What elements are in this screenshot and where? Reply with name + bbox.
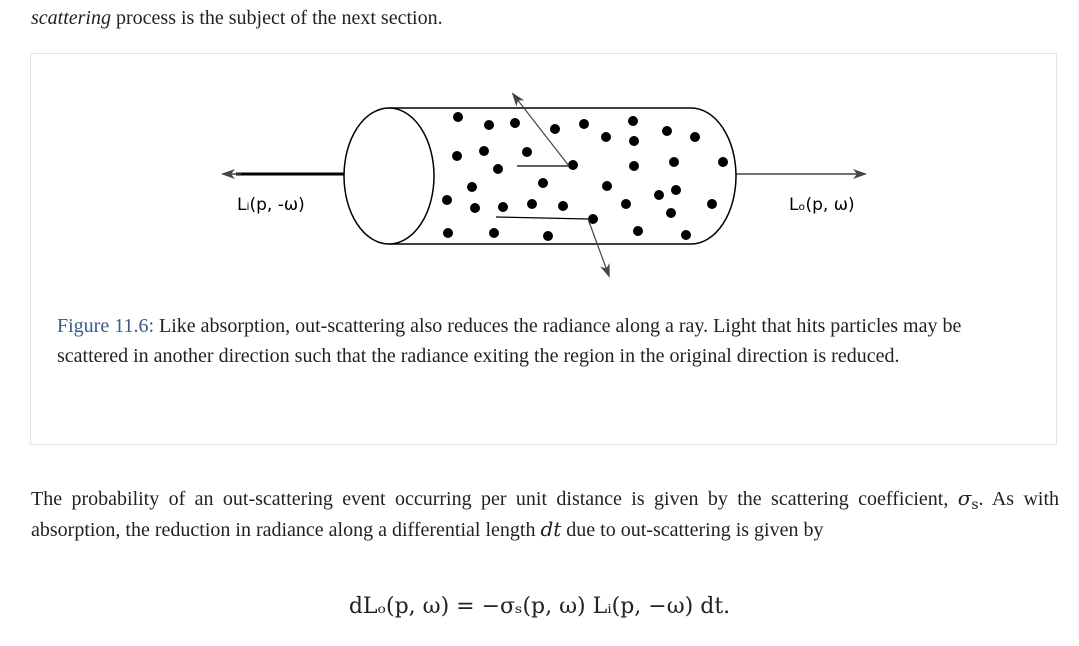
particle [550, 124, 560, 134]
sigma-symbol: σ [957, 486, 972, 510]
particle [527, 199, 537, 209]
particle [628, 116, 638, 126]
figure-reference-link[interactable]: Figure 11.6: [57, 315, 155, 337]
particle [484, 120, 494, 130]
particle [588, 214, 598, 224]
particle [681, 230, 691, 240]
particle [510, 118, 520, 128]
outgoing-radiance-label: Lₒ(p, ω) [789, 195, 855, 215]
particle [671, 185, 681, 195]
scattering-equation: dLₒ(p, ω) = −σₛ(p, ω) Lᵢ(p, −ω) dt. [348, 594, 731, 619]
particle [579, 119, 589, 129]
paragraph-part-1: The probability of an out-scattering eve… [31, 488, 958, 510]
particle [718, 157, 728, 167]
particle [538, 178, 548, 188]
particles [442, 112, 728, 241]
particle [479, 146, 489, 156]
particle [443, 228, 453, 238]
paragraph-part-2: . As with absorption, the reduction in r… [31, 488, 1059, 541]
particle [498, 202, 508, 212]
particle [558, 201, 568, 211]
particle [629, 161, 639, 171]
particle [601, 132, 611, 142]
particle [470, 203, 480, 213]
intro-rest: process is the subject of the next secti… [111, 7, 443, 29]
particle [633, 226, 643, 236]
particle [489, 228, 499, 238]
caption-text: Like absorption, out-scattering also red… [57, 315, 962, 367]
incoming-radiance-label: Lᵢ(p, -ω) [237, 195, 305, 215]
intro-text: scattering process is the subject of the… [31, 4, 443, 32]
sigma-subscript: s [971, 497, 979, 514]
out-scattering-diagram: Lᵢ(p, -ω) Lₒ(p, ω) [221, 92, 867, 278]
particle [666, 208, 676, 218]
particle [707, 199, 717, 209]
particle [602, 181, 612, 191]
figure-caption: Figure 11.6: Like absorption, out-scatte… [57, 311, 1017, 371]
particle [467, 182, 477, 192]
scatter-ray-in-2 [495, 216, 589, 220]
body-paragraph: The probability of an out-scattering eve… [31, 483, 1059, 545]
particle [690, 132, 700, 142]
scatter-ray-out-1 [511, 92, 570, 167]
scatter-ray-out-2 [587, 218, 610, 278]
particle [543, 231, 553, 241]
particle [452, 151, 462, 161]
particle [669, 157, 679, 167]
figure-container: Lᵢ(p, -ω) Lₒ(p, ω) Figure 11.6: Like abs… [30, 53, 1057, 445]
particle [493, 164, 503, 174]
particle [629, 136, 639, 146]
particle [442, 195, 452, 205]
particle [568, 160, 578, 170]
particle [662, 126, 672, 136]
intro-italic-word: scattering [31, 7, 111, 29]
dt-symbol: dt [540, 517, 562, 541]
cylinder-end-cap [343, 107, 435, 245]
paragraph-part-3: due to out-scattering is given by [561, 519, 824, 541]
particle [522, 147, 532, 157]
cylinder-body [389, 107, 737, 245]
particle [654, 190, 664, 200]
particle [453, 112, 463, 122]
particle [621, 199, 631, 209]
